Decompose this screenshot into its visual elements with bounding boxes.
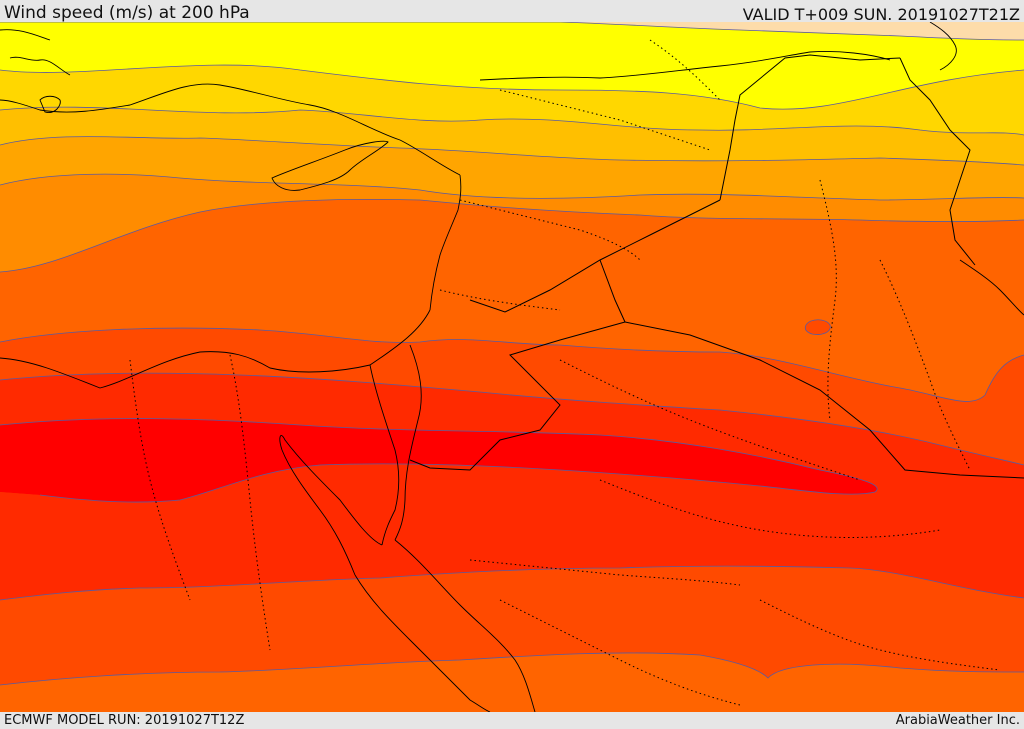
valid-time-label: VALID T+009 SUN. 20191027T21Z — [742, 5, 1020, 24]
wind-speed-map — [0, 20, 1024, 712]
contour-lines — [0, 21, 1024, 686]
country-borders — [129, 39, 1001, 706]
model-run-label: ECMWF MODEL RUN: 20191027T12Z — [4, 713, 245, 728]
header-bar: Wind speed (m/s) at 200 hPa VALID T+009 … — [0, 0, 1024, 24]
wind-cell — [804, 319, 831, 335]
footer-bar: ECMWF MODEL RUN: 20191027T12Z ArabiaWeat… — [0, 712, 1024, 729]
wind-band-7b — [0, 652, 1024, 712]
wind-band-10 — [0, 418, 878, 503]
coastlines — [0, 21, 1024, 712]
credit-label: ArabiaWeather Inc. — [895, 713, 1020, 728]
wind-band-9b — [0, 463, 1024, 600]
map-title: Wind speed (m/s) at 200 hPa — [4, 3, 250, 23]
major-borders — [409, 54, 1024, 479]
